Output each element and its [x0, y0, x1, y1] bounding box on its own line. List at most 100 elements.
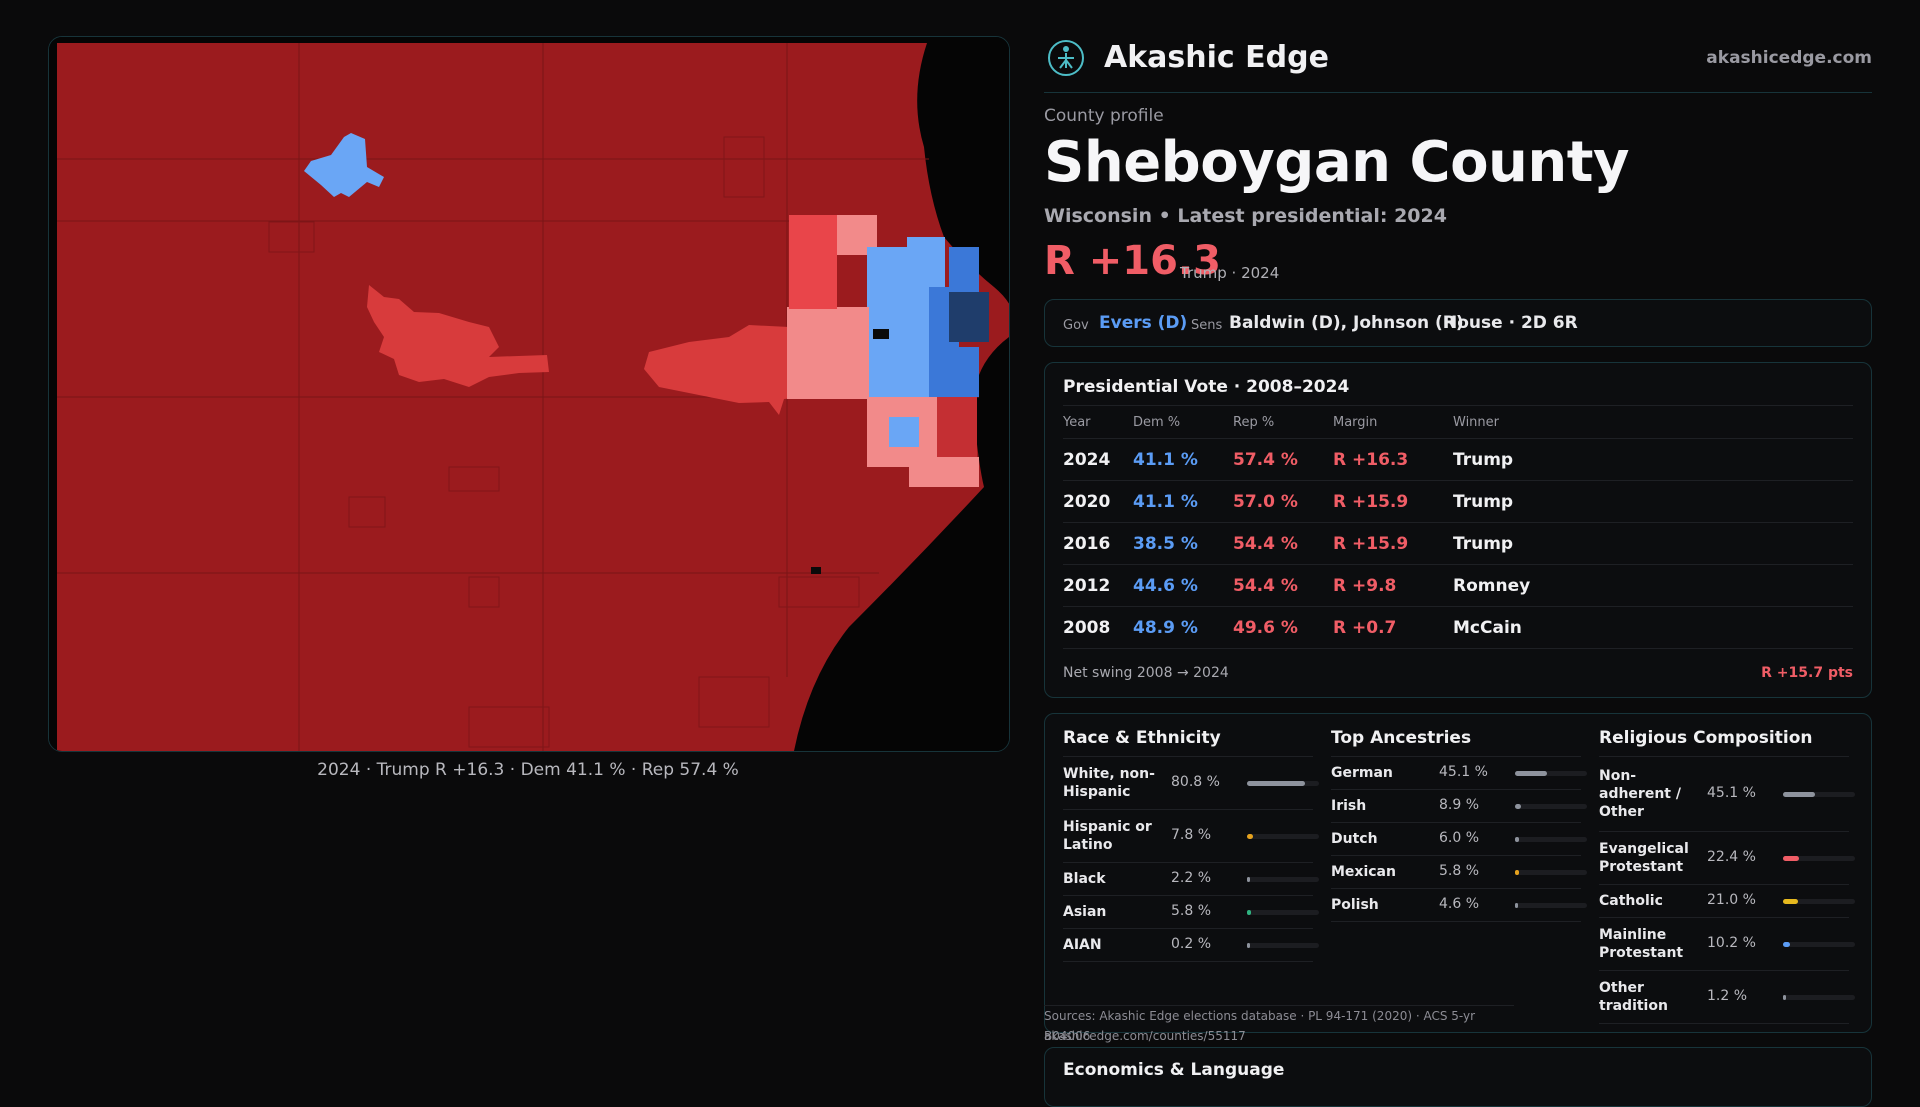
share-bar-fill [1515, 870, 1520, 875]
presidential-title: Presidential Vote · 2008–2024 [1063, 377, 1350, 397]
cell-margin: R +15.9 [1333, 534, 1409, 554]
precinct-dem-8[interactable] [949, 247, 979, 292]
row-value: 8.9 % [1439, 797, 1480, 813]
row-label: Irish [1331, 798, 1367, 814]
row-label: Other tradition [1599, 980, 1668, 1014]
map-caption: 2024 · Trump R +16.3 · Dem 41.1 % · Rep … [317, 760, 739, 780]
presidential-table: Year Dem % Rep % Margin Winner 2024 41.1… [1063, 405, 1853, 649]
precinct-dem-5[interactable] [949, 292, 989, 342]
cell-winner: Trump [1453, 450, 1514, 470]
row-label: Non- adherent / Other [1599, 768, 1681, 820]
share-bar [1783, 899, 1855, 904]
economics-title: Economics & Language [1063, 1060, 1285, 1080]
header-rep: Rep % [1233, 415, 1275, 430]
row-value: 7.8 % [1171, 827, 1212, 843]
row-label: Polish [1331, 897, 1379, 913]
precinct-dem-6[interactable] [929, 347, 979, 397]
sens-label: Sens [1191, 318, 1223, 333]
precinct-dem-7[interactable] [869, 357, 929, 397]
cell-dem: 48.9 % [1133, 618, 1198, 638]
list-item: Asian 5.8 % [1063, 896, 1319, 929]
cell-rep: 57.0 % [1233, 492, 1298, 512]
row-value: 45.1 % [1439, 764, 1488, 780]
share-bar-fill [1515, 771, 1548, 776]
race-title: Race & Ethnicity [1063, 728, 1313, 757]
share-bar-fill [1247, 910, 1252, 915]
precinct-cluster-kohler[interactable] [644, 325, 809, 415]
cell-year: 2020 [1063, 492, 1111, 512]
share-bar-fill [1783, 942, 1791, 947]
row-value: 22.4 % [1707, 849, 1756, 865]
row-label: Evangelical Protestant [1599, 841, 1689, 875]
cell-year: 2008 [1063, 618, 1111, 638]
cell-winner: McCain [1453, 618, 1522, 638]
list-item: German 45.1 % [1331, 757, 1587, 790]
cell-rep: 49.6 % [1233, 618, 1298, 638]
precinct-dem-9[interactable] [889, 417, 919, 447]
precinct-light-r-west[interactable] [787, 307, 873, 399]
precinct-cluster-plymouth[interactable] [367, 285, 549, 387]
precinct-dem-1[interactable] [867, 247, 907, 307]
precinct-mid-r-north[interactable] [789, 215, 837, 309]
list-item: Hispanic or Latino 7.8 % [1063, 810, 1319, 863]
cell-year: 2024 [1063, 450, 1111, 470]
list-item: Dutch 6.0 % [1331, 823, 1587, 856]
cell-year: 2016 [1063, 534, 1111, 554]
brand-name: Akashic Edge [1104, 40, 1329, 75]
share-bar-fill [1247, 877, 1250, 882]
cell-margin: R +16.3 [1333, 450, 1409, 470]
row-label: German [1331, 765, 1393, 781]
sources-note: Sources: Akashic Edge elections database… [1044, 1005, 1514, 1046]
township-grid [57, 43, 979, 751]
row-value: 0.2 % [1171, 936, 1212, 952]
list-item: Irish 8.9 % [1331, 790, 1587, 823]
sources-link[interactable]: akashicedge.com/counties/55117 [1044, 1029, 1246, 1043]
margin-headline: R +16.3 [1044, 238, 1221, 284]
list-item: White, non- Hispanic 80.8 % [1063, 757, 1319, 810]
share-bar-fill [1783, 792, 1816, 797]
cell-year: 2012 [1063, 576, 1111, 596]
cell-margin: R +0.7 [1333, 618, 1397, 638]
row-label: Dutch [1331, 831, 1378, 847]
black-marker [873, 329, 889, 339]
precinct-dem-northwest[interactable] [304, 133, 384, 197]
header-dem: Dem % [1133, 415, 1181, 430]
gov-value: Evers (D) [1099, 313, 1188, 333]
share-bar-fill [1515, 903, 1519, 908]
sens-value: Baldwin (D), Johnson (R) [1229, 313, 1464, 333]
precinct-map-svg[interactable] [49, 37, 1009, 751]
list-item: AIAN 0.2 % [1063, 929, 1319, 962]
row-value: 2.2 % [1171, 870, 1212, 886]
ancestry-column: Top Ancestries German 45.1 % Irish 8.9 % Dut… [1331, 728, 1587, 922]
share-bar [1515, 903, 1587, 908]
list-item: Polish 4.6 % [1331, 889, 1587, 922]
precinct-light-r-southeast[interactable] [909, 457, 979, 487]
house-value: House · 2D 6R [1443, 313, 1578, 333]
list-item: Black 2.2 % [1063, 863, 1319, 896]
row-label: Mexican [1331, 864, 1396, 880]
share-bar-fill [1247, 943, 1250, 948]
share-bar [1515, 771, 1587, 776]
cell-rep: 54.4 % [1233, 576, 1298, 596]
table-row: 2008 48.9 % 49.6 % R +0.7 McCain [1063, 607, 1853, 649]
header-year: Year [1063, 415, 1091, 430]
row-label: Asian [1063, 904, 1107, 920]
header-winner: Winner [1453, 415, 1500, 430]
brand-url-link[interactable]: akashicedge.com [1706, 48, 1872, 68]
row-value: 4.6 % [1439, 896, 1480, 912]
share-bar-fill [1515, 804, 1522, 809]
share-bar [1515, 804, 1587, 809]
county-map[interactable] [48, 36, 1010, 752]
share-bar [1247, 943, 1319, 948]
table-row: 2016 38.5 % 54.4 % R +15.9 Trump [1063, 523, 1853, 565]
akashic-logo-icon [1048, 40, 1084, 76]
brand-bar: Akashic Edge akashicedge.com [1044, 36, 1872, 93]
row-label: AIAN [1063, 937, 1102, 953]
list-item: Evangelical Protestant 22.4 % [1599, 832, 1855, 885]
cell-dem: 44.6 % [1133, 576, 1198, 596]
religion-column: Religious Composition Non- adherent / Ot… [1599, 728, 1855, 1024]
table-header: Year Dem % Rep % Margin Winner [1063, 405, 1853, 439]
margin-detail: Trump · 2024 [1180, 264, 1280, 282]
precinct-mid-r-south[interactable] [937, 397, 977, 457]
share-bar [1783, 995, 1855, 1000]
